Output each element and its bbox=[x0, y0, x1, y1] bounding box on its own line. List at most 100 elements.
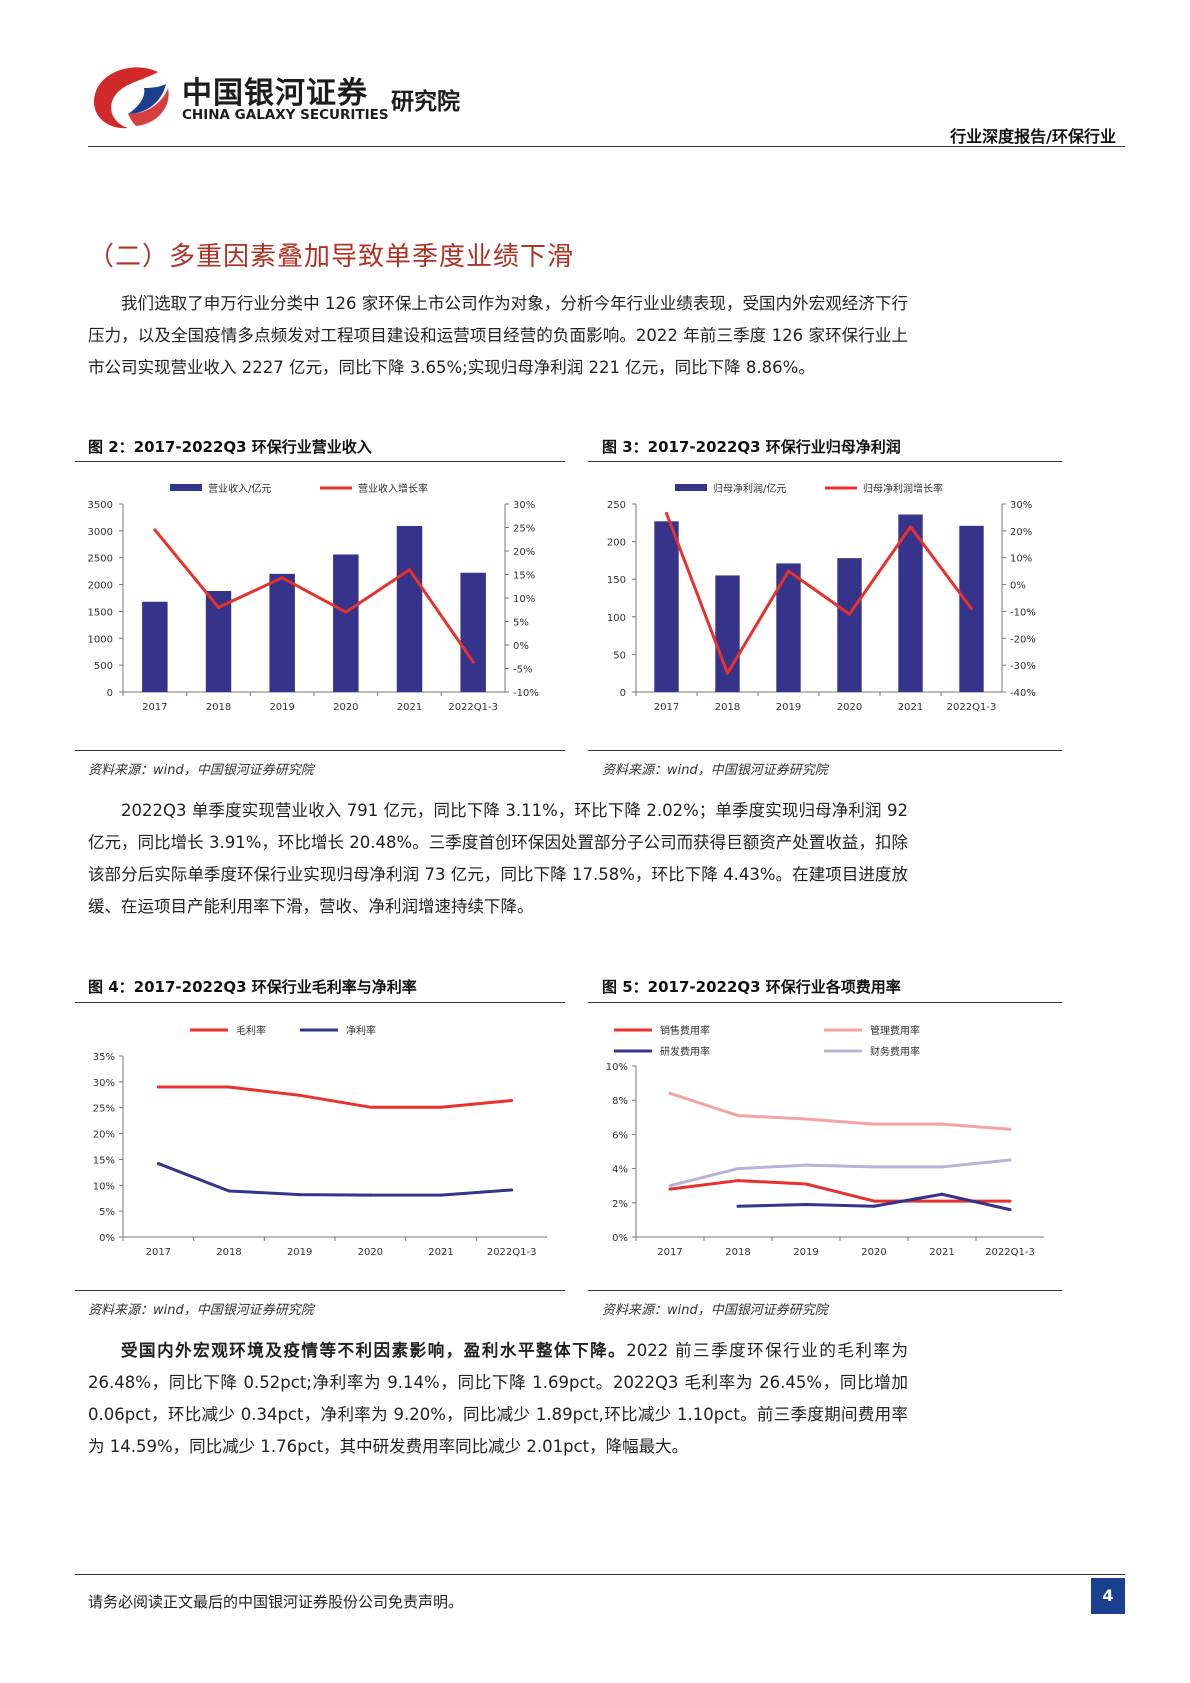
growth-point-2022Q1-3 bbox=[471, 660, 475, 664]
series-point-研发费用率-2022Q1-3 bbox=[1008, 1208, 1012, 1212]
galaxy-logo-icon bbox=[93, 67, 169, 129]
fig3-bottom-rule bbox=[588, 750, 1062, 751]
series-point-销售费用率-2021 bbox=[940, 1199, 944, 1203]
fig2-title: 图 2：2017-2022Q3 环保行业营业收入 bbox=[88, 438, 372, 456]
fig2-source: 资料来源：wind，中国银河证券研究院 bbox=[88, 763, 314, 778]
series-point-销售费用率-2019 bbox=[804, 1182, 808, 1186]
legend-label-毛利率: 毛利率 bbox=[236, 1024, 266, 1037]
series-line-毛利率 bbox=[158, 1085, 512, 1109]
y-right-tick-label: 10% bbox=[1010, 554, 1032, 565]
series-point-净利率-2020 bbox=[368, 1193, 372, 1197]
series-point-毛利率-2017 bbox=[156, 1085, 160, 1089]
y-tick-label: 25% bbox=[93, 1104, 115, 1115]
fig3-source: 资料来源：wind，中国银河证券研究院 bbox=[602, 763, 828, 778]
x-tick-label: 2017 bbox=[657, 1247, 682, 1258]
fig5-bottom-rule bbox=[588, 1290, 1062, 1291]
growth-point-2021 bbox=[909, 525, 912, 529]
y-right-tick-label: -10% bbox=[513, 688, 539, 699]
fig4-bottom-rule bbox=[75, 1290, 565, 1291]
series-point-毛利率-2018 bbox=[227, 1085, 231, 1089]
y-tick-label: 0% bbox=[612, 1233, 628, 1244]
x-tick-label: 2021 bbox=[428, 1247, 453, 1258]
growth-point-2019 bbox=[787, 569, 790, 573]
brand-logo-block: 中国银河证券 CHINA GALAXY SECURITIES 研究院 bbox=[88, 62, 488, 132]
series-line-财务费用率 bbox=[669, 1158, 1011, 1188]
series-point-财务费用率-2022Q1-3 bbox=[1008, 1158, 1012, 1162]
bar-2017 bbox=[142, 601, 168, 692]
series-point-管理费用率-2017 bbox=[668, 1091, 672, 1095]
series-line-净利率 bbox=[157, 1162, 512, 1197]
growth-point-2019 bbox=[280, 576, 284, 580]
fig2-chart: 0 500 1000 1500 2000 2500 3000 3500 -10% -5% 0% 5% 1… bbox=[75, 480, 565, 742]
y-tick-label: 0% bbox=[99, 1233, 115, 1244]
fig3-svg: 0 50 100 150 200 250 -40% -30% -20% -10% 0% 10% 20% 3… bbox=[607, 482, 1036, 713]
paragraph-3: 受国内外宏观环境及疫情等不利因素影响，盈利水平整体下降。2022 前三季度环保行… bbox=[88, 1335, 908, 1463]
fig4-title: 图 4：2017-2022Q3 环保行业毛利率与净利率 bbox=[88, 978, 417, 996]
y-right-tick-label: -20% bbox=[1010, 634, 1036, 645]
series-line-销售费用率 bbox=[669, 1179, 1010, 1203]
institute-label: 研究院 bbox=[391, 89, 460, 115]
series-point-财务费用率-2019 bbox=[804, 1163, 808, 1167]
fig2-svg: 0 500 1000 1500 2000 2500 3000 3500 -10% -5% 0% 5% 1… bbox=[88, 482, 539, 713]
y-tick-label: 4% bbox=[612, 1165, 628, 1176]
series-point-净利率-2017 bbox=[156, 1162, 160, 1166]
x-tick-label: 2020 bbox=[861, 1247, 886, 1258]
y-left-tick-label: 1000 bbox=[88, 634, 113, 645]
fig2-bottom-rule bbox=[75, 750, 565, 751]
series-point-净利率-2019 bbox=[298, 1193, 302, 1197]
y-tick-label: 15% bbox=[93, 1155, 115, 1166]
x-tick-label: 2022Q1-3 bbox=[487, 1247, 537, 1258]
series-point-财务费用率-2017 bbox=[668, 1184, 672, 1188]
series-point-销售费用率-2017 bbox=[668, 1187, 672, 1191]
y-right-tick-label: -30% bbox=[1010, 661, 1036, 672]
brand-name-en: CHINA GALAXY SECURITIES bbox=[182, 107, 389, 123]
fig4-source: 资料来源：wind，中国银河证券研究院 bbox=[88, 1303, 314, 1318]
series-point-研发费用率-2021 bbox=[940, 1192, 944, 1196]
series-line-管理费用率 bbox=[669, 1091, 1011, 1131]
x-tick-label: 2019 bbox=[776, 702, 801, 713]
x-tick-label: 2018 bbox=[206, 702, 231, 713]
y-tick-label: 35% bbox=[93, 1052, 115, 1063]
series-point-净利率-2018 bbox=[227, 1189, 231, 1193]
series-point-销售费用率-2022Q1-3 bbox=[1008, 1199, 1012, 1203]
y-tick-label: 6% bbox=[612, 1130, 628, 1141]
y-right-tick-label: 5% bbox=[513, 618, 529, 629]
series-point-管理费用率-2022Q1-3 bbox=[1008, 1127, 1012, 1131]
series-point-管理费用率-2018 bbox=[736, 1114, 740, 1118]
y-right-tick-label: 30% bbox=[1010, 500, 1032, 511]
y-tick-label: 10% bbox=[93, 1181, 115, 1192]
brand-name-cn: 中国银河证券 bbox=[182, 76, 368, 111]
growth-point-2018 bbox=[726, 671, 729, 675]
growth-point-2017 bbox=[665, 511, 668, 515]
fig3-chart: 0 50 100 150 200 250 -40% -30% -20% -10% 0% 10% 20% 3… bbox=[588, 480, 1062, 742]
x-tick-label: 2022Q1-3 bbox=[985, 1247, 1035, 1258]
growth-point-2018 bbox=[217, 605, 220, 609]
y-right-tick-label: -40% bbox=[1010, 688, 1036, 699]
fig5-source: 资料来源：wind，中国银河证券研究院 bbox=[602, 1303, 828, 1318]
y-tick-label: 8% bbox=[612, 1096, 628, 1107]
x-tick-label: 2017 bbox=[654, 702, 679, 713]
y-left-tick-label: 1500 bbox=[88, 607, 113, 618]
growth-point-2017 bbox=[153, 528, 157, 532]
series-point-毛利率-2021 bbox=[439, 1105, 443, 1109]
page-number: 4 bbox=[1091, 1578, 1125, 1614]
series-point-毛利率-2019 bbox=[298, 1093, 302, 1097]
y-right-tick-label: 25% bbox=[513, 524, 535, 535]
paragraph-2-text: 2022Q3 单季度实现营业收入 791 亿元，同比下降 3.11%，环比下降 … bbox=[88, 801, 908, 916]
fig5-top-rule bbox=[588, 1002, 1062, 1003]
growth-point-2021 bbox=[408, 568, 411, 572]
x-tick-label: 2018 bbox=[715, 702, 740, 713]
series-point-管理费用率-2021 bbox=[940, 1122, 944, 1126]
x-tick-label: 2018 bbox=[216, 1247, 241, 1258]
series-point-财务费用率-2020 bbox=[872, 1165, 876, 1169]
paragraph-3-text: 受国内外宏观环境及疫情等不利因素影响，盈利水平整体下降。2022 前三季度环保行… bbox=[88, 1335, 908, 1463]
x-tick-label: 2022Q1-3 bbox=[947, 702, 997, 713]
fig4-svg: 0% 5% 10% 15% 20% 25% 30% 35% 2017 2018 2019 2020 20… bbox=[93, 1024, 547, 1258]
y-left-tick-label: 2500 bbox=[88, 554, 113, 565]
y-left-tick-label: 0 bbox=[107, 688, 113, 699]
y-left-tick-label: 3500 bbox=[88, 500, 113, 511]
series-point-研发费用率-2019 bbox=[804, 1203, 808, 1207]
legend-bar-swatch bbox=[170, 484, 202, 491]
paragraph-3-body: 2022 前三季度环保行业的毛利率为 26.48%，同比下降 0.52pct;净… bbox=[88, 1341, 908, 1456]
footer-disclaimer: 请务必阅读正文最后的中国银河证券股份公司免责声明。 bbox=[88, 1593, 464, 1611]
